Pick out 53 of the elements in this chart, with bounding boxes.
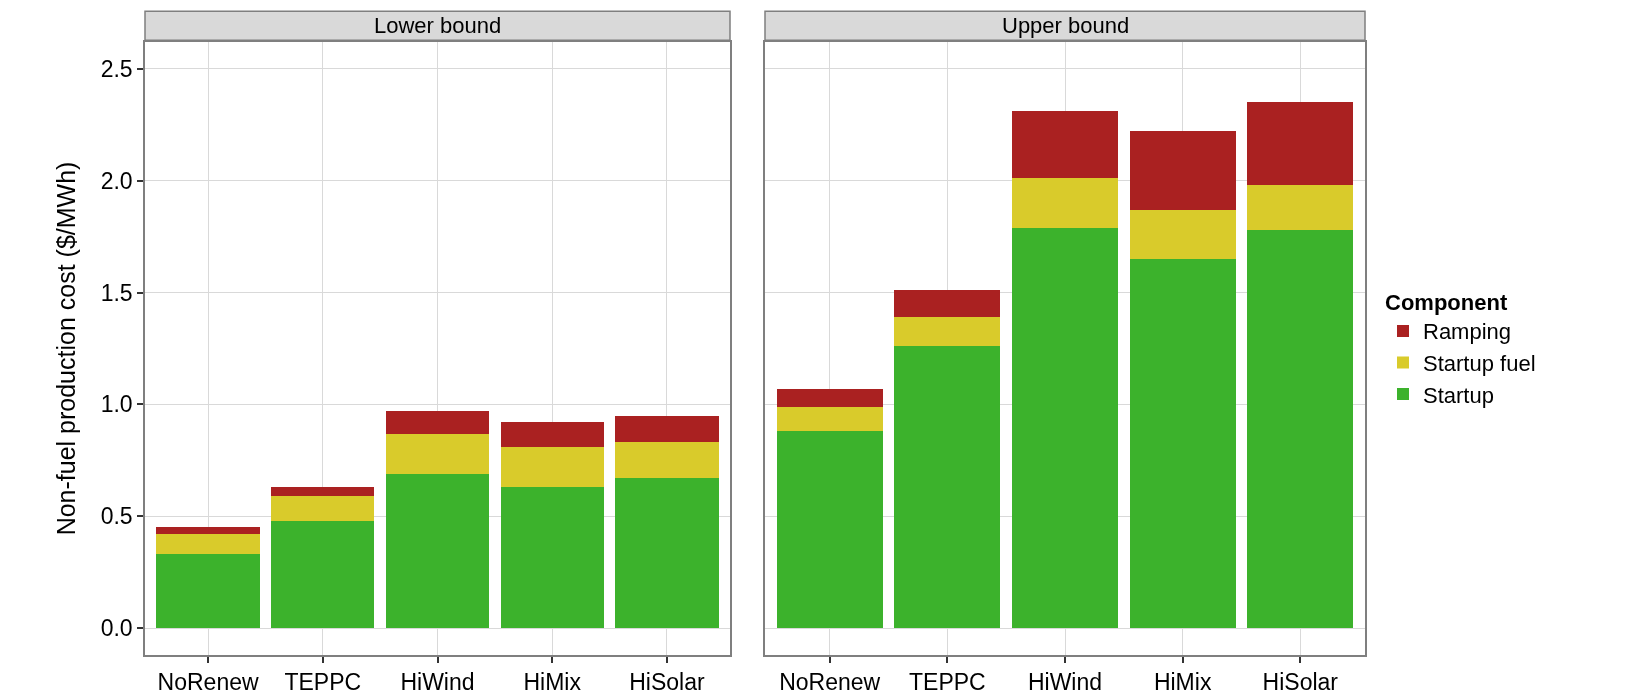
bar <box>894 346 1001 629</box>
bar <box>776 431 883 629</box>
bar <box>894 317 1001 347</box>
bar <box>156 554 260 629</box>
bar <box>500 422 604 447</box>
bar <box>1129 259 1236 629</box>
bar <box>615 478 719 629</box>
bar <box>156 534 260 555</box>
x-tick-label: HiMix <box>523 669 582 695</box>
bar <box>776 388 883 407</box>
bar <box>385 433 490 474</box>
y-tick-label: 0.5 <box>100 503 133 530</box>
bar <box>1129 131 1236 210</box>
y-tick-label: 2.0 <box>100 167 133 194</box>
legend-label: Startup <box>1423 382 1494 408</box>
bar <box>500 487 604 629</box>
x-tick-label: HiWind <box>1027 669 1103 695</box>
bar <box>271 520 375 629</box>
bar <box>156 527 260 535</box>
bar <box>1247 102 1354 186</box>
bar <box>271 496 375 521</box>
bar <box>1247 229 1354 629</box>
bar <box>1012 111 1118 179</box>
bar <box>271 487 375 497</box>
bar <box>1247 185 1354 230</box>
y-tick-label: 1.5 <box>100 279 133 306</box>
y-tick-label: 0.0 <box>100 615 133 642</box>
x-tick-label: NoRenew <box>157 669 259 695</box>
bar <box>776 406 883 432</box>
bar <box>894 290 1001 318</box>
y-tick-label: 1.0 <box>100 391 133 418</box>
x-tick-label: HiMix <box>1153 669 1212 695</box>
chart-title: Upper bound <box>1002 13 1130 38</box>
bar <box>1129 209 1236 260</box>
y-tick-label: 2.5 <box>100 55 133 82</box>
bar <box>1012 178 1118 228</box>
x-tick-label: TEPPC <box>284 669 362 695</box>
x-tick-label: NoRenew <box>779 669 881 695</box>
bar <box>500 446 604 488</box>
x-tick-label: TEPPC <box>909 669 986 695</box>
bar <box>385 411 490 434</box>
y-axis-title: Non-fuel production cost ($/MWh) <box>51 161 80 536</box>
bar <box>615 415 719 443</box>
chart-title: Lower bound <box>374 13 502 38</box>
legend-label: Ramping <box>1423 319 1512 345</box>
legend-title: Component <box>1385 290 1508 316</box>
bar <box>615 442 719 479</box>
x-tick-label: HiWind <box>400 669 475 695</box>
x-tick-label: HiSolar <box>629 669 705 695</box>
legend-label: Startup fuel <box>1423 351 1536 377</box>
x-tick-label: HiSolar <box>1262 669 1339 695</box>
bar <box>385 473 490 629</box>
bar <box>1012 227 1118 629</box>
